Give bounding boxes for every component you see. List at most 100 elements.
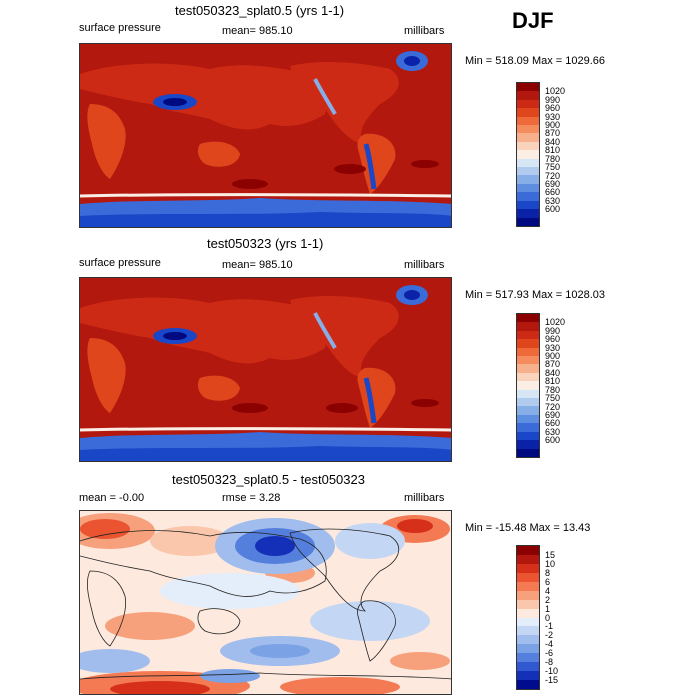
colorbar-swatch <box>517 572 539 582</box>
panel2-minmax: Min = 517.93 Max = 1028.03 <box>465 289 606 301</box>
colorbar-swatch <box>517 330 539 340</box>
colorbar-tick-label: 930 <box>545 111 561 122</box>
colorbar-swatch <box>517 108 539 117</box>
panel1-minmax: Min = 518.09 Max = 1029.66 <box>465 55 606 67</box>
colorbar-swatch <box>517 563 539 573</box>
colorbar-swatch <box>517 83 539 92</box>
colorbar-tick-label: 690 <box>545 178 561 189</box>
south-america-coastline <box>357 600 396 662</box>
colorbar-swatch <box>517 347 539 357</box>
colorbar-tick-label: 600 <box>545 204 561 215</box>
colorbar-swatch <box>517 192 539 201</box>
colorbar-tick-label: 720 <box>545 170 561 181</box>
colorbar-tick-label: 840 <box>545 367 561 378</box>
panel1-units-label: millibars <box>404 25 445 37</box>
colorbar-swatch <box>517 372 539 382</box>
colorbar-swatch <box>517 414 539 424</box>
colorbar-tick-label: 630 <box>545 195 561 206</box>
colorbar-swatch <box>517 209 539 218</box>
colorbar-swatch <box>517 635 539 645</box>
panel2-units-label: millibars <box>404 259 445 271</box>
colorbar-swatch <box>517 398 539 407</box>
colorbar-tick-label: 1 <box>545 603 551 614</box>
colorbar-swatch <box>517 200 539 210</box>
north-america-coastline <box>289 528 400 612</box>
colorbar-tick-label: -8 <box>545 657 554 668</box>
panel1-mean-label: mean= 985.10 <box>222 25 293 37</box>
panel3-rmse-label: rmse = 3.28 <box>222 492 281 504</box>
colorbar-tick-label: 660 <box>545 418 561 429</box>
colorbar-swatch <box>517 339 539 348</box>
colorbar-swatch <box>517 125 539 134</box>
panel3-mean-label: mean = -0.00 <box>79 492 145 504</box>
colorbar-tick-label: 900 <box>545 120 561 131</box>
colorbar-swatch <box>517 133 539 142</box>
australia-land <box>197 141 240 167</box>
colorbar-tick-label: -2 <box>545 630 554 641</box>
panel2-mean-label: mean= 985.10 <box>222 259 293 271</box>
africa-coastline <box>86 570 127 647</box>
colorbar-tick-label: 15 <box>545 549 556 560</box>
colorbar-tick-label: 0 <box>545 612 551 623</box>
colorbar-swatch <box>517 314 539 323</box>
colorbar-swatch <box>517 590 539 600</box>
colorbar-swatch <box>517 141 539 151</box>
colorbar-tick-label: 10 <box>545 558 556 569</box>
colorbar-swatch <box>517 158 539 168</box>
panel3-units-label: millibars <box>404 492 445 504</box>
colorbar-tick-label: 810 <box>545 376 561 387</box>
colorbar-swatch <box>517 183 539 193</box>
australia-coastline <box>197 608 241 635</box>
colorbar-swatch <box>517 217 539 226</box>
panel2-map <box>79 277 452 462</box>
africa-land <box>87 338 126 413</box>
colorbar-tick-label: 690 <box>545 409 561 420</box>
panel3-title: test050323_splat0.5 - test050323 <box>172 472 365 487</box>
colorbar-tick-label: 1020 <box>545 317 566 328</box>
colorbar-swatch <box>517 322 539 331</box>
africa-land <box>87 104 126 179</box>
colorbar-swatch <box>517 381 539 390</box>
colorbar-tick-label: 930 <box>545 342 561 353</box>
colorbar-swatch <box>517 423 539 432</box>
eurasia-land <box>80 63 327 130</box>
colorbar-tick-label: 990 <box>545 94 561 105</box>
colorbar-swatch <box>517 680 539 689</box>
colorbar-tick-label: 990 <box>545 325 561 336</box>
panel3-map-svg <box>80 511 451 694</box>
colorbar-swatch <box>517 608 539 618</box>
colorbar-swatch <box>517 546 539 555</box>
panel2-colorbar <box>516 313 540 458</box>
colorbar-tick-label: 840 <box>545 136 561 147</box>
panel3-minmax: Min = -15.48 Max = 13.43 <box>465 522 591 534</box>
colorbar-swatch <box>517 364 539 373</box>
colorbar-tick-label: -1 <box>545 621 554 632</box>
colorbar-tick-label: 8 <box>545 567 551 578</box>
colorbar-tick-label: 6 <box>545 576 551 587</box>
colorbar-swatch <box>517 671 539 681</box>
colorbar-swatch <box>517 581 539 591</box>
colorbar-tick-label: 750 <box>545 162 561 173</box>
colorbar-tick-label: 900 <box>545 351 561 362</box>
eurasia-coastline <box>80 530 327 597</box>
panel1-map <box>79 43 452 228</box>
colorbar-tick-label: -6 <box>545 648 554 659</box>
colorbar-swatch <box>517 440 539 449</box>
colorbar-swatch <box>517 389 539 399</box>
panel2-map-svg <box>80 278 451 461</box>
colorbar-tick-label: 1020 <box>545 86 566 97</box>
colorbar-swatch <box>517 116 539 126</box>
colorbar-swatch <box>517 617 539 627</box>
colorbar-tick-label: -15 <box>545 675 559 686</box>
colorbar-tick-label: 870 <box>545 128 561 139</box>
colorbar-swatch <box>517 626 539 636</box>
colorbar-swatch <box>517 356 539 365</box>
panel1-map-svg <box>80 44 451 227</box>
colorbar-tick-label: 720 <box>545 401 561 412</box>
colorbar-swatch <box>517 406 539 415</box>
colorbar-swatch <box>517 91 539 100</box>
colorbar-swatch <box>517 167 539 176</box>
colorbar-swatch <box>517 662 539 672</box>
panel2-title: test050323 (yrs 1-1) <box>207 236 324 251</box>
colorbar-tick-label: 600 <box>545 435 561 446</box>
